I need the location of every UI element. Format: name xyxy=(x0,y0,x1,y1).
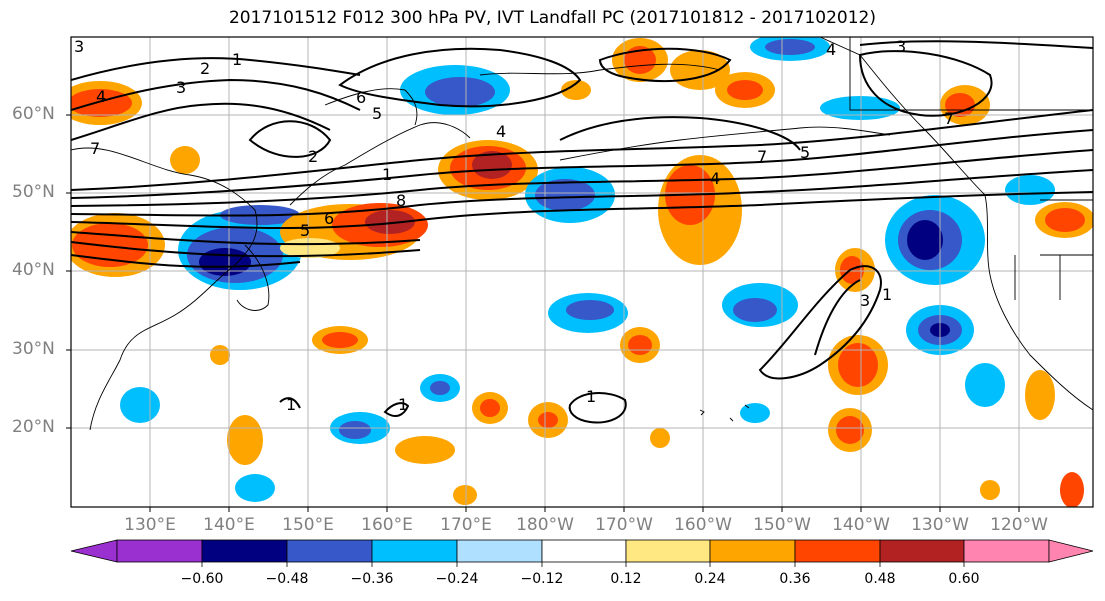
map-area: 1 2 3 4 7 2 5 6 8 6 5 4 1 4 7 5 3 4 7 3 … xyxy=(71,37,1093,507)
lat-label: 40°N xyxy=(12,260,55,280)
contour-label: 4 xyxy=(710,169,720,188)
colorbar-tick-label: −0.24 xyxy=(435,571,479,587)
contour-label: 7 xyxy=(757,147,767,166)
contour-label: 5 xyxy=(300,221,310,240)
colorbar-extend-high xyxy=(1048,539,1094,563)
colorbar-segment xyxy=(709,539,796,563)
map-title: 2017101512 F012 300 hPa PV, IVT Landfall… xyxy=(228,8,876,28)
lon-label: 150°W xyxy=(753,515,811,535)
colorbar-segment xyxy=(286,539,373,563)
colorbar-tick-label: 0.60 xyxy=(948,571,980,587)
colorbar-segment xyxy=(371,539,458,563)
colorbar-extend-low xyxy=(70,539,118,563)
contour-label: 1 xyxy=(232,50,242,69)
colorbar-tick-label: 0.36 xyxy=(779,571,811,587)
colorbar-tick-label: −0.48 xyxy=(265,571,309,587)
contour-label: 2 xyxy=(308,147,318,166)
contour-label: 4 xyxy=(496,122,506,141)
lon-label: 130°E xyxy=(124,515,176,535)
contour-label: 1 xyxy=(398,395,408,414)
colorbar-segment xyxy=(879,539,965,563)
colorbar-segment xyxy=(794,539,881,563)
lon-label: 180°W xyxy=(516,515,574,535)
contour-label: 1 xyxy=(882,285,892,304)
lon-label: 150°E xyxy=(282,515,334,535)
axis-ticks xyxy=(66,114,1020,512)
colorbar-tick-label: 0.24 xyxy=(694,571,726,587)
colorbar-segment xyxy=(541,539,627,563)
map-border xyxy=(70,36,1094,508)
lon-label: 170°W xyxy=(595,515,653,535)
contour-label: 5 xyxy=(372,104,382,123)
contour-label: 1 xyxy=(382,165,392,184)
colorbar-segment xyxy=(625,539,711,563)
lon-label: 140°E xyxy=(203,515,255,535)
contour-label: 8 xyxy=(396,191,406,210)
contour-label: 6 xyxy=(356,88,366,107)
pv-contours xyxy=(71,40,1093,424)
contour-label: 1 xyxy=(286,395,296,414)
contour-label: 3 xyxy=(74,37,84,56)
colorbar-tick-label: −0.12 xyxy=(520,571,564,587)
lon-label: 170°E xyxy=(440,515,492,535)
colorbar-tick-label: 0.12 xyxy=(610,571,642,587)
lat-label: 60°N xyxy=(12,104,55,124)
contour-label: 4 xyxy=(826,40,836,59)
lon-label: 160°W xyxy=(674,515,732,535)
lat-label: 20°N xyxy=(12,417,55,437)
contour-labels: 1 2 3 4 7 2 5 6 8 6 5 4 1 4 7 5 3 4 7 3 … xyxy=(74,37,954,414)
colorbar-tick-label: 0.48 xyxy=(864,571,896,587)
contour-label: 5 xyxy=(800,143,810,162)
contour-label: 7 xyxy=(944,109,954,128)
contour-label: 4 xyxy=(96,87,106,106)
colorbar-tick-label: −0.36 xyxy=(350,571,394,587)
contour-label: 3 xyxy=(860,291,870,310)
colorbar-segment xyxy=(963,539,1050,563)
colorbar-segment xyxy=(456,539,543,563)
map-gridlines xyxy=(71,37,1093,507)
lat-label: 50°N xyxy=(12,182,55,202)
lat-label: 30°N xyxy=(12,339,55,359)
contour-label: 6 xyxy=(324,209,334,228)
contour-label: 7 xyxy=(90,139,100,158)
contour-label: 3 xyxy=(896,37,906,56)
contour-label: 2 xyxy=(200,59,210,78)
colorbar-tick-label: −0.60 xyxy=(180,571,224,587)
contour-label: 1 xyxy=(586,387,596,406)
contour-label: 3 xyxy=(176,78,186,97)
lon-label: 130°W xyxy=(911,515,969,535)
colorbar xyxy=(70,539,1094,567)
lon-label: 160°E xyxy=(361,515,413,535)
colorbar-segment xyxy=(201,539,288,563)
colorbar-segment xyxy=(116,539,203,563)
lon-label: 140°W xyxy=(832,515,890,535)
lon-label: 120°W xyxy=(990,515,1048,535)
